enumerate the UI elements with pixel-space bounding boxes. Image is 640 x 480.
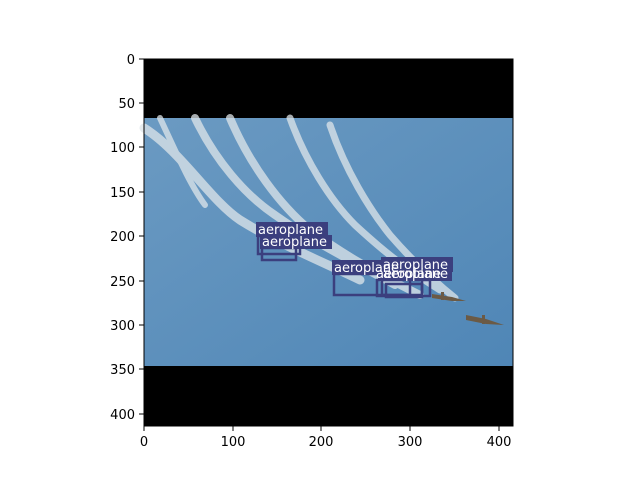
photo: aeroplane aeroplane aeroplane aeroplane … [139, 59, 513, 426]
y-tick-label: 100 [110, 141, 135, 156]
det-label-1: aeroplane [258, 223, 323, 238]
y-tick-label: 200 [110, 230, 135, 245]
det-label-5: aeroplane [376, 267, 441, 282]
plane-1 [432, 294, 466, 301]
axes-frame [143, 58, 514, 427]
y-axis [139, 58, 144, 415]
det-label-4: aeroplane [383, 258, 448, 273]
y-tick-label: 0 [127, 53, 135, 68]
top-black-bar [144, 59, 513, 118]
y-tick-label: 50 [118, 97, 135, 112]
label-backgrounds [256, 222, 453, 281]
x-tick-labels: 0 100 200 300 400 [140, 435, 512, 450]
det-label-2: aeroplane [262, 235, 327, 250]
y-tick-label: 250 [110, 275, 135, 290]
x-tick-label: 100 [221, 435, 246, 450]
x-axis [143, 426, 500, 431]
det-box-6 [384, 282, 424, 299]
y-tick-labels: 0 50 100 150 200 250 300 350 400 [110, 53, 135, 423]
planes [432, 292, 504, 325]
det-label-6: aeroplane [383, 267, 448, 282]
y-tick-label: 150 [110, 186, 135, 201]
x-tick-label: 400 [487, 435, 512, 450]
y-tick-label: 300 [110, 319, 135, 334]
label-texts: aeroplane aeroplane aeroplane aeroplane … [258, 223, 448, 282]
det-label-3: aeroplane [334, 261, 399, 276]
y-tick-label: 400 [110, 408, 135, 423]
x-tick-label: 200 [309, 435, 334, 450]
x-tick-label: 0 [140, 435, 148, 450]
y-tick-label: 350 [110, 363, 135, 378]
x-tick-label: 300 [398, 435, 423, 450]
bottom-black-bar [144, 366, 513, 426]
